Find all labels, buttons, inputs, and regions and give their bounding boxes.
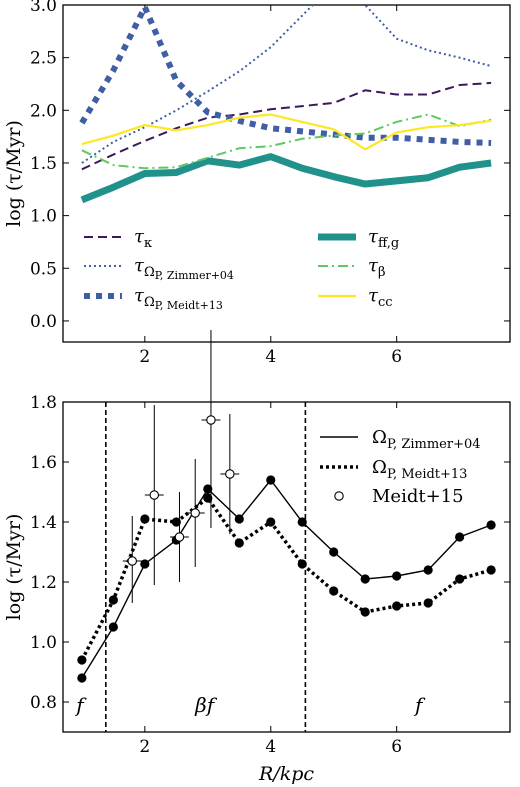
x-tick-label: 4 [265, 347, 276, 367]
y-tick-label: 1.5 [30, 154, 57, 174]
data-point-oz [234, 514, 244, 524]
meidt15-point [206, 415, 216, 425]
data-point-om [266, 517, 276, 527]
data-point-om [486, 565, 496, 575]
data-point-oz [140, 559, 150, 569]
series-line-tff [80, 153, 492, 204]
x-tick-label: 4 [265, 737, 276, 757]
legend-label-tm: τΩP, Meidt+13 [134, 285, 223, 312]
region-label: βf [194, 693, 218, 717]
x-tick-label: 2 [139, 347, 150, 367]
meidt15-point [174, 532, 185, 542]
series-line-tk [81, 81, 492, 171]
legend-label-meidt15: Meidt+15 [372, 486, 464, 507]
y-axis-label: log (τ/Myr) [3, 120, 25, 227]
data-point-oz [297, 517, 307, 527]
y-axis-label: log (τ/Myr) [3, 514, 25, 621]
top-panel: 2 4 6 0.0 0.5 1.0 1.5 2.0 2.5 3.0 log (τ/Myr) τκ τΩP… [3, 0, 511, 367]
legend-label-tcc: τcc [368, 285, 393, 310]
data-point-oz [329, 547, 339, 557]
legend-label-oz: ΩP, Zimmer+04 [372, 427, 481, 452]
x-tick-label: 6 [391, 347, 402, 367]
y-tick-label: 0.0 [30, 312, 57, 332]
data-point-om [140, 514, 150, 524]
y-tick-label: 2.0 [30, 101, 57, 121]
y-tick-label: 1.4 [30, 513, 57, 533]
x-axis-label: R/kpc [258, 763, 314, 785]
data-point-om [455, 574, 465, 584]
data-point-oz [266, 475, 276, 485]
series-line-tm [79, 5, 492, 146]
bottom-panel: 2 4 6 0.8 1.0 1.2 1.4 1.6 1.8 log (τ/Myr) R/kpc f βf… [3, 330, 511, 785]
legend-label-om: ΩP, Meidt+13 [372, 457, 467, 482]
data-point-oz [455, 532, 465, 542]
y-tick-label: 1.8 [30, 393, 57, 413]
y-tick-label: 1.0 [30, 633, 57, 653]
data-point-oz [203, 484, 213, 494]
data-point-om [392, 601, 402, 611]
series-line-om [80, 495, 492, 661]
data-point-oz [423, 565, 433, 575]
y-tick-label: 2.5 [30, 49, 57, 69]
legend-label-tz: τΩP, Zimmer+04 [134, 255, 234, 282]
data-point-oz [108, 622, 118, 632]
series-line-oz [81, 478, 492, 679]
meidt15-point [225, 469, 235, 479]
legend-label-tk: τκ [134, 226, 152, 251]
plot-frame [62, 4, 511, 343]
data-point-om [234, 538, 244, 548]
y-tick-label: 3.0 [30, 0, 57, 16]
data-point-om [329, 586, 339, 596]
y-tick-label: 1.0 [30, 207, 57, 227]
x-tick-label: 6 [391, 737, 402, 757]
y-tick-label: 0.5 [30, 259, 57, 279]
series-line-tcc [81, 113, 492, 151]
data-point-oz [392, 571, 402, 581]
plot-frame [62, 401, 511, 733]
data-point-om [77, 655, 87, 665]
region-label: f [74, 693, 87, 717]
data-point-om [171, 517, 181, 527]
data-point-om [297, 559, 307, 569]
meidt15-point [149, 490, 160, 500]
x-tick-label: 2 [139, 737, 150, 757]
y-tick-label: 0.8 [30, 693, 57, 713]
series-lines [79, 5, 492, 204]
legend-label-tb: τβ [368, 255, 385, 280]
meidt15-point [127, 556, 138, 566]
y-tick-label: 1.2 [30, 573, 57, 593]
data-point-om [203, 493, 213, 503]
y-tick-label: 1.6 [30, 453, 57, 473]
data-point-om [108, 595, 118, 605]
legend-label-tff: τff,g [368, 226, 399, 251]
data-point-oz [486, 520, 496, 530]
data-point-oz [77, 673, 87, 683]
data-point-oz [360, 574, 370, 584]
data-point-om [360, 607, 370, 617]
data-point-om [423, 598, 433, 608]
legend-swatch-meidt15 [334, 491, 344, 501]
meidt15-point [190, 508, 200, 518]
region-label: f [413, 693, 426, 717]
